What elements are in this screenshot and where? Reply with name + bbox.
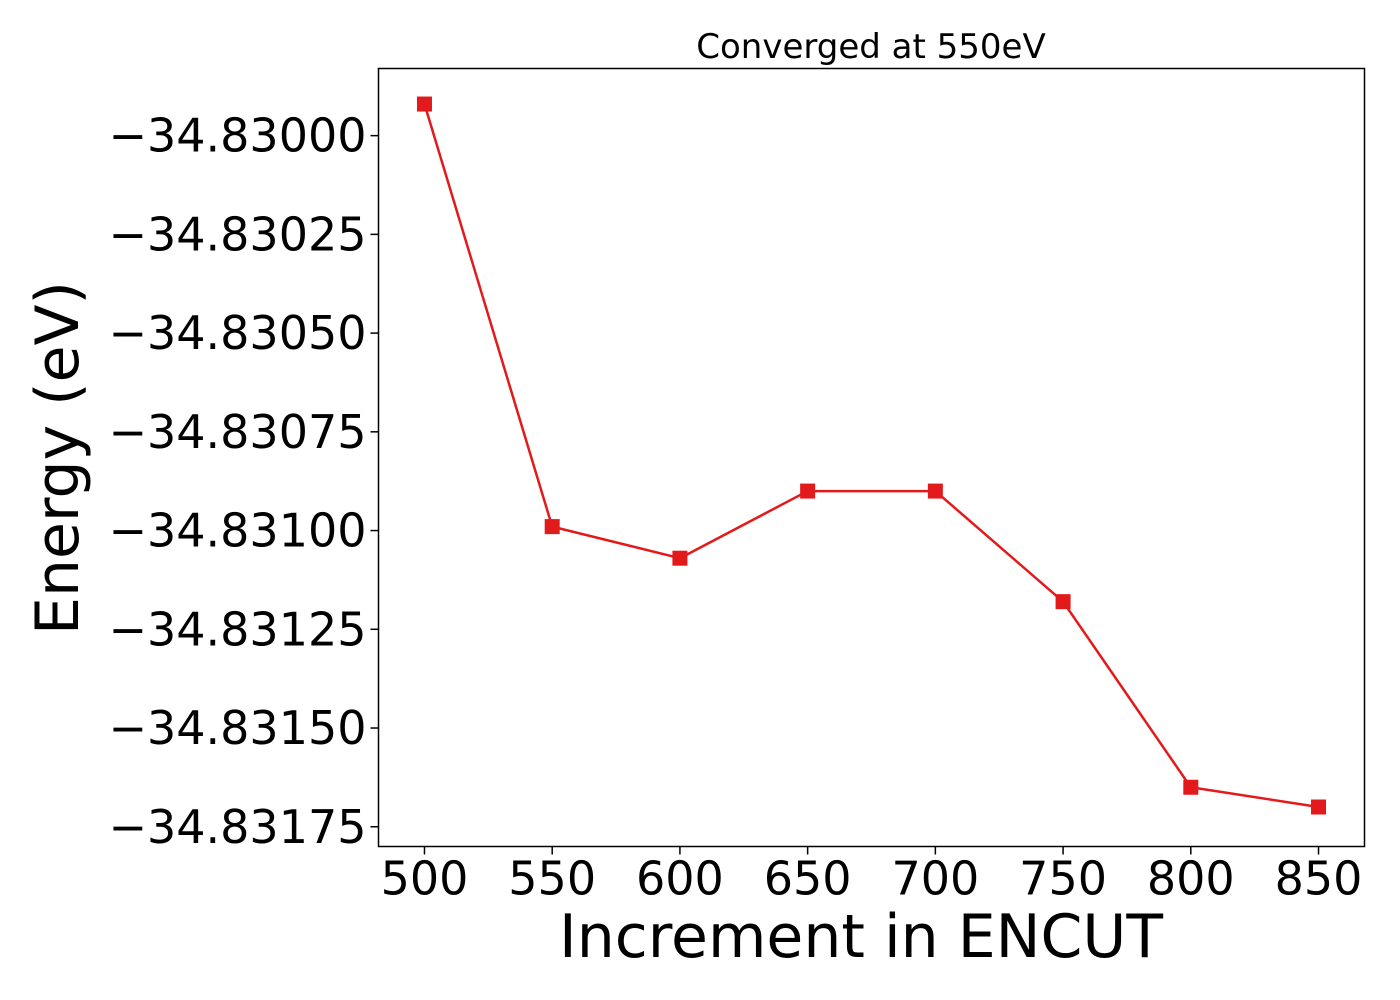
y-tick-label: −34.83100 — [108, 504, 366, 558]
chart-title: Converged at 550eV — [696, 27, 1045, 67]
x-tick-label: 550 — [508, 852, 596, 906]
x-tick-label: 650 — [764, 852, 852, 906]
plot-frame — [377, 67, 1366, 848]
data-point-marker — [544, 519, 560, 535]
x-tick-label: 700 — [891, 852, 979, 906]
y-tick-label: −34.83000 — [108, 109, 366, 163]
data-point-marker — [1183, 779, 1199, 795]
y-axis-label: Energy (eV) — [23, 281, 93, 635]
x-axis-ticks: 500 550 600 650 700 750 800 850 — [381, 846, 1363, 906]
data-point-marker — [800, 483, 816, 499]
data-point-marker — [1055, 594, 1071, 610]
series-line — [423, 103, 1319, 809]
x-tick-label: 850 — [1275, 852, 1363, 906]
y-tick-label: −34.83175 — [108, 800, 366, 854]
data-point-marker — [672, 550, 688, 566]
plot-series — [423, 103, 1319, 809]
y-tick-label: −34.83150 — [108, 701, 366, 755]
x-axis-label: Increment in ENCUT — [559, 902, 1163, 972]
plot-markers — [416, 96, 1327, 815]
y-tick-label: −34.83075 — [108, 405, 366, 459]
data-point-marker — [927, 483, 943, 499]
y-tick-label: −34.83025 — [108, 207, 366, 261]
y-tick-label: −34.83125 — [108, 602, 366, 656]
x-tick-label: 600 — [636, 852, 724, 906]
y-tick-label: −34.83050 — [108, 306, 366, 360]
y-axis-ticks: −34.83000 −34.83025 −34.83050 −34.83075 −34.… — [108, 109, 379, 854]
data-point-marker — [416, 96, 432, 112]
data-point-marker — [1311, 799, 1327, 815]
x-tick-label: 500 — [381, 852, 469, 906]
x-tick-label: 800 — [1147, 852, 1235, 906]
x-tick-label: 750 — [1019, 852, 1107, 906]
